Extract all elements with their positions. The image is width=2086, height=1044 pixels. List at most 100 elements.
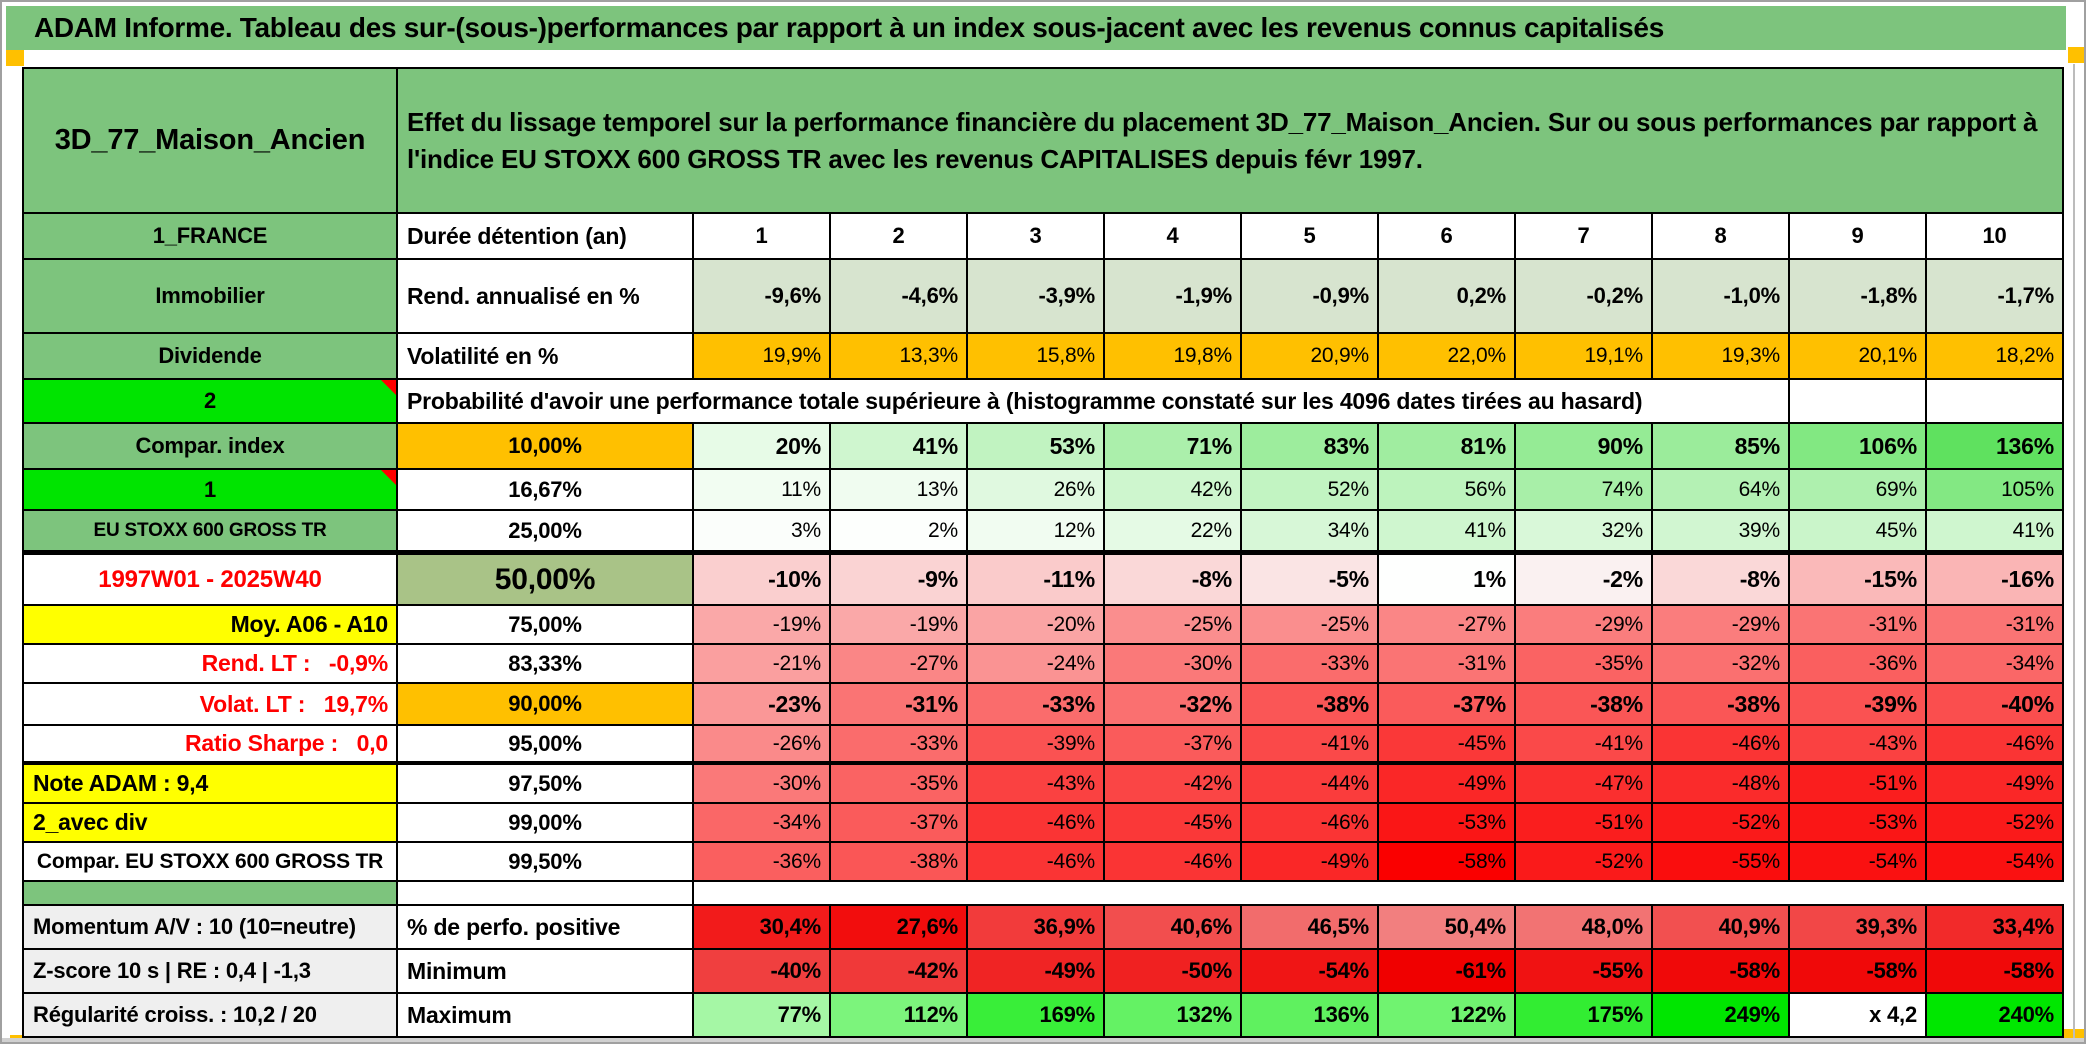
prob-quantile-10[interactable]: 99,50% bbox=[398, 843, 694, 882]
prob-value-r10-col4[interactable]: -46% bbox=[1105, 843, 1242, 882]
prob-row-label-2[interactable]: EU STOXX 600 GROSS TR bbox=[24, 511, 398, 552]
prob-value-r3-col8[interactable]: -8% bbox=[1653, 552, 1790, 606]
prob-quantile-1[interactable]: 16,67% bbox=[398, 470, 694, 511]
prob-value-r7-col2[interactable]: -33% bbox=[831, 726, 968, 765]
probability-banner[interactable]: Probabilité d'avoir une performance tota… bbox=[398, 380, 1790, 424]
prob-value-r4-col8[interactable]: -29% bbox=[1653, 606, 1790, 645]
prob-value-r7-col1[interactable]: -26% bbox=[694, 726, 831, 765]
bottom-value-r1-col5[interactable]: -54% bbox=[1242, 950, 1379, 994]
bottom-value-r0-col9[interactable]: 39,3% bbox=[1790, 906, 1927, 950]
empty-cell-col9[interactable] bbox=[1790, 380, 1927, 424]
prob-value-r7-col7[interactable]: -41% bbox=[1516, 726, 1653, 765]
prob-value-r1-col6[interactable]: 56% bbox=[1379, 470, 1516, 511]
volatilite-value-col9[interactable]: 20,1% bbox=[1790, 334, 1927, 380]
prob-value-r6-col5[interactable]: -38% bbox=[1242, 684, 1379, 726]
prob-value-r10-col2[interactable]: -38% bbox=[831, 843, 968, 882]
prob-value-r2-col10[interactable]: 41% bbox=[1927, 511, 2064, 552]
bottom-metric-1[interactable]: Minimum bbox=[398, 950, 694, 994]
prob-value-r5-col9[interactable]: -36% bbox=[1790, 645, 1927, 684]
prob-value-r10-col1[interactable]: -36% bbox=[694, 843, 831, 882]
volatilite-value-col4[interactable]: 19,8% bbox=[1105, 334, 1242, 380]
prob-value-r0-col9[interactable]: 106% bbox=[1790, 424, 1927, 470]
bottom-value-r0-col10[interactable]: 33,4% bbox=[1927, 906, 2064, 950]
bottom-metric-2[interactable]: Maximum bbox=[398, 994, 694, 1038]
prob-quantile-3[interactable]: 50,00% bbox=[398, 552, 694, 606]
prob-value-r0-col2[interactable]: 41% bbox=[831, 424, 968, 470]
prob-value-r7-col5[interactable]: -41% bbox=[1242, 726, 1379, 765]
prob-value-r7-col3[interactable]: -39% bbox=[968, 726, 1105, 765]
volatilite-value-col6[interactable]: 22,0% bbox=[1379, 334, 1516, 380]
column-header-7[interactable]: 7 bbox=[1516, 214, 1653, 260]
prob-value-r7-col9[interactable]: -43% bbox=[1790, 726, 1927, 765]
prob-row-label-10[interactable]: Compar. EU STOXX 600 GROSS TR bbox=[24, 843, 398, 882]
prob-value-r1-col8[interactable]: 64% bbox=[1653, 470, 1790, 511]
prob-value-r9-col6[interactable]: -53% bbox=[1379, 804, 1516, 843]
prob-row-label-5[interactable]: Rend. LT : -0,9% bbox=[24, 645, 398, 684]
bottom-value-r1-col10[interactable]: -58% bbox=[1927, 950, 2064, 994]
prob-value-r5-col7[interactable]: -35% bbox=[1516, 645, 1653, 684]
prob-value-r0-col7[interactable]: 90% bbox=[1516, 424, 1653, 470]
prob-value-r6-col7[interactable]: -38% bbox=[1516, 684, 1653, 726]
bottom-value-r1-col2[interactable]: -42% bbox=[831, 950, 968, 994]
rendement-value-col8[interactable]: -1,0% bbox=[1653, 260, 1790, 334]
prob-row-label-8[interactable]: Note ADAM : 9,4 bbox=[24, 765, 398, 804]
prob-value-r7-col10[interactable]: -46% bbox=[1927, 726, 2064, 765]
prob-quantile-5[interactable]: 83,33% bbox=[398, 645, 694, 684]
prob-row-label-7[interactable]: Ratio Sharpe : 0,0 bbox=[24, 726, 398, 765]
prob-quantile-4[interactable]: 75,00% bbox=[398, 606, 694, 645]
prob-quantile-9[interactable]: 99,00% bbox=[398, 804, 694, 843]
prob-value-r9-col10[interactable]: -52% bbox=[1927, 804, 2064, 843]
bottom-value-r2-col9[interactable]: x 4,2 bbox=[1790, 994, 1927, 1038]
prob-value-r2-col8[interactable]: 39% bbox=[1653, 511, 1790, 552]
prob-value-r10-col5[interactable]: -49% bbox=[1242, 843, 1379, 882]
prob-value-r6-col2[interactable]: -31% bbox=[831, 684, 968, 726]
column-header-9[interactable]: 9 bbox=[1790, 214, 1927, 260]
prob-value-r3-col1[interactable]: -10% bbox=[694, 552, 831, 606]
bottom-value-r1-col7[interactable]: -55% bbox=[1516, 950, 1653, 994]
prob-value-r3-col7[interactable]: -2% bbox=[1516, 552, 1653, 606]
prob-value-r4-col4[interactable]: -25% bbox=[1105, 606, 1242, 645]
prob-value-r2-col3[interactable]: 12% bbox=[968, 511, 1105, 552]
rendement-value-col4[interactable]: -1,9% bbox=[1105, 260, 1242, 334]
prob-value-r7-col6[interactable]: -45% bbox=[1379, 726, 1516, 765]
prob-value-r10-col8[interactable]: -55% bbox=[1653, 843, 1790, 882]
column-header-10[interactable]: 10 bbox=[1927, 214, 2064, 260]
column-header-4[interactable]: 4 bbox=[1105, 214, 1242, 260]
prob-value-r4-col9[interactable]: -31% bbox=[1790, 606, 1927, 645]
rendement-value-col3[interactable]: -3,9% bbox=[968, 260, 1105, 334]
volatilite-value-col2[interactable]: 13,3% bbox=[831, 334, 968, 380]
prob-value-r1-col2[interactable]: 13% bbox=[831, 470, 968, 511]
column-header-6[interactable]: 6 bbox=[1379, 214, 1516, 260]
prob-value-r10-col10[interactable]: -54% bbox=[1927, 843, 2064, 882]
prob-value-r1-col3[interactable]: 26% bbox=[968, 470, 1105, 511]
bottom-value-r0-col2[interactable]: 27,6% bbox=[831, 906, 968, 950]
prob-value-r5-col1[interactable]: -21% bbox=[694, 645, 831, 684]
rendement-value-col10[interactable]: -1,7% bbox=[1927, 260, 2064, 334]
column-header-1[interactable]: 1 bbox=[694, 214, 831, 260]
prob-value-r2-col7[interactable]: 32% bbox=[1516, 511, 1653, 552]
prob-value-r5-col5[interactable]: -33% bbox=[1242, 645, 1379, 684]
bottom-value-r2-col2[interactable]: 112% bbox=[831, 994, 968, 1038]
prob-value-r6-col4[interactable]: -32% bbox=[1105, 684, 1242, 726]
row-label-2[interactable]: 2 bbox=[24, 380, 398, 424]
prob-value-r6-col6[interactable]: -37% bbox=[1379, 684, 1516, 726]
prob-value-r3-col5[interactable]: -5% bbox=[1242, 552, 1379, 606]
empty-cell-col10[interactable] bbox=[1927, 380, 2064, 424]
prob-value-r0-col6[interactable]: 81% bbox=[1379, 424, 1516, 470]
prob-value-r3-col3[interactable]: -11% bbox=[968, 552, 1105, 606]
prob-value-r9-col8[interactable]: -52% bbox=[1653, 804, 1790, 843]
row-label-immobilier[interactable]: Immobilier bbox=[24, 260, 398, 334]
prob-value-r10-col3[interactable]: -46% bbox=[968, 843, 1105, 882]
prob-value-r9-col4[interactable]: -45% bbox=[1105, 804, 1242, 843]
bottom-value-r2-col6[interactable]: 122% bbox=[1379, 994, 1516, 1038]
prob-value-r8-col2[interactable]: -35% bbox=[831, 765, 968, 804]
prob-value-r1-col9[interactable]: 69% bbox=[1790, 470, 1927, 511]
prob-value-r3-col9[interactable]: -15% bbox=[1790, 552, 1927, 606]
column-header-2[interactable]: 2 bbox=[831, 214, 968, 260]
prob-value-r10-col6[interactable]: -58% bbox=[1379, 843, 1516, 882]
bottom-value-r1-col4[interactable]: -50% bbox=[1105, 950, 1242, 994]
prob-value-r9-col1[interactable]: -34% bbox=[694, 804, 831, 843]
rendement-value-col5[interactable]: -0,9% bbox=[1242, 260, 1379, 334]
prob-value-r4-col1[interactable]: -19% bbox=[694, 606, 831, 645]
column-header-3[interactable]: 3 bbox=[968, 214, 1105, 260]
